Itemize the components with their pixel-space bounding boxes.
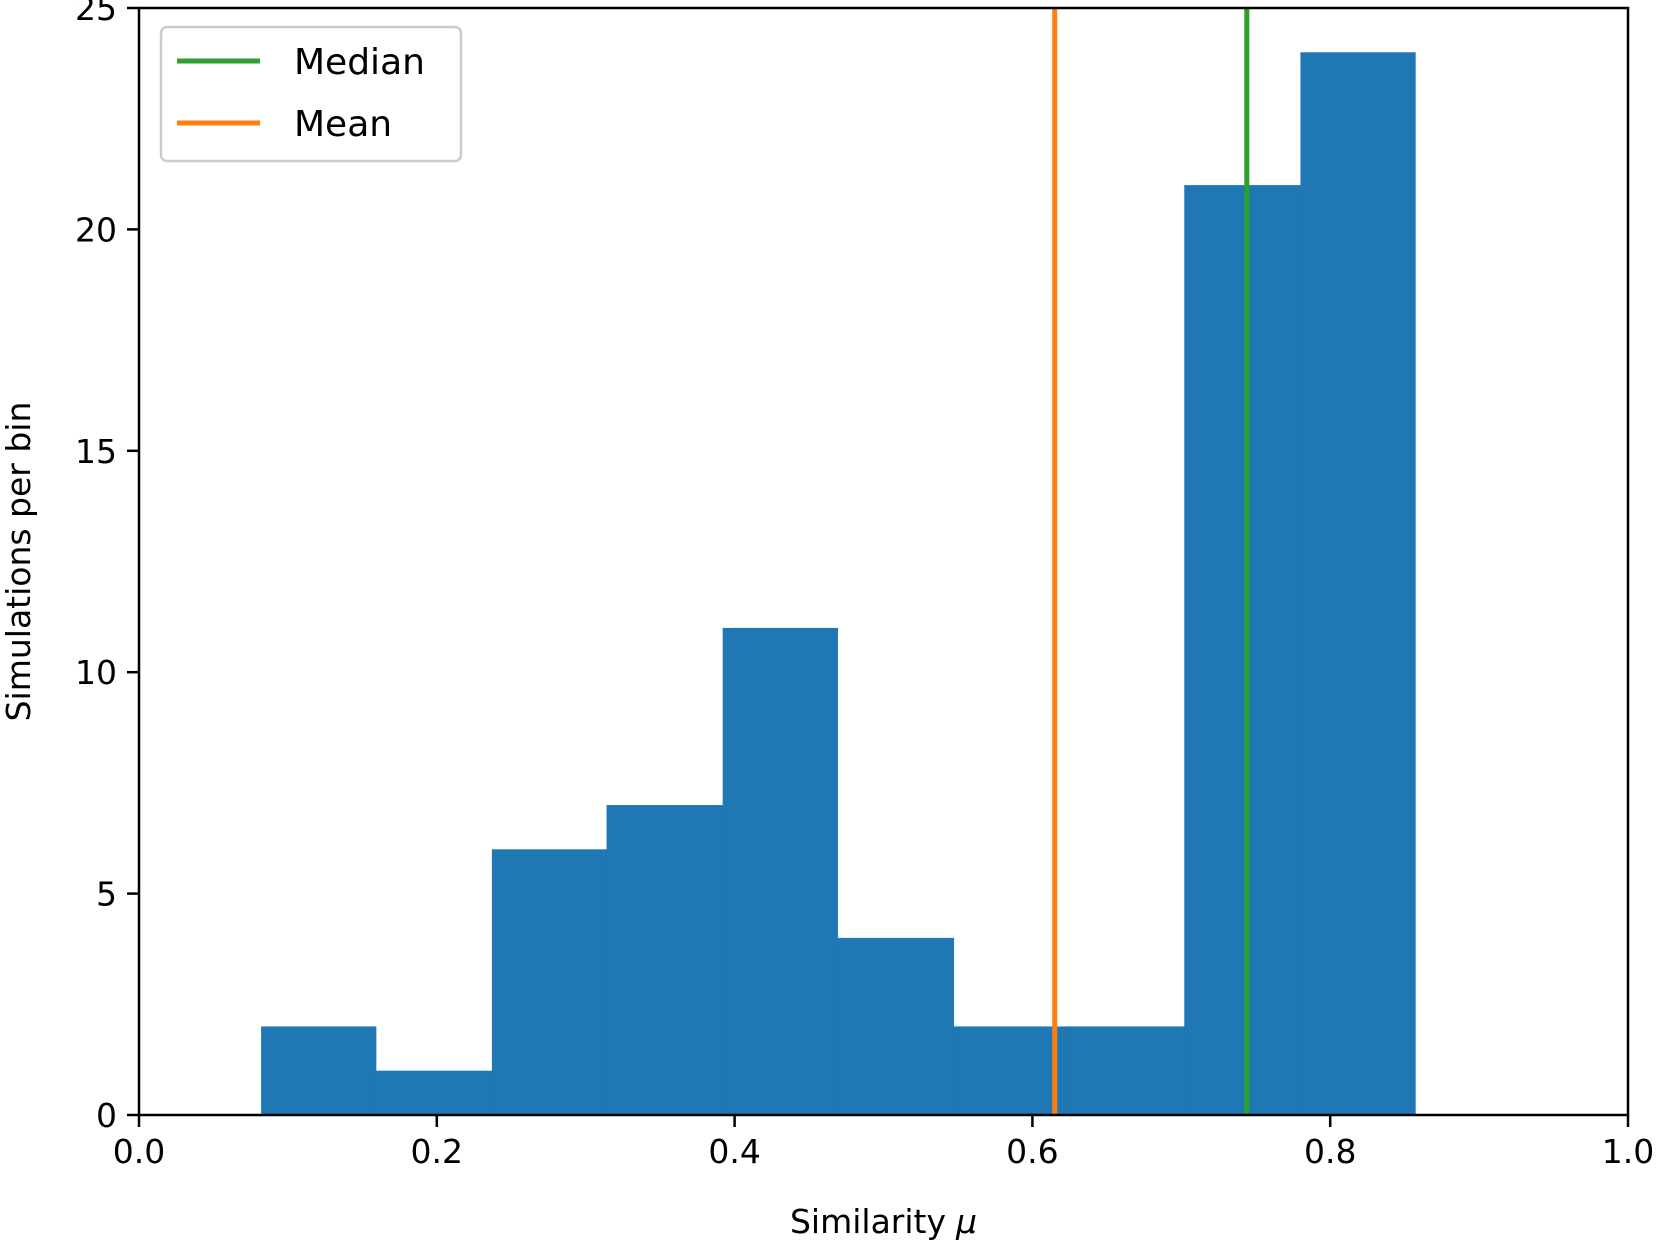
histogram-bar-8 <box>1069 1026 1185 1115</box>
y-axis-ticks: 0 5 10 15 20 25 <box>75 0 139 1135</box>
histogram-bar-2 <box>375 1070 493 1115</box>
x-tick-label: 0.4 <box>708 1132 760 1171</box>
y-axis-label: Simulations per bin <box>0 402 38 722</box>
x-axis-label-text: Similarity <box>790 1202 946 1241</box>
y-tick-label: 0 <box>96 1096 117 1135</box>
reference-lines <box>1052 8 1250 1115</box>
x-tick-label: 0.2 <box>411 1132 463 1171</box>
histogram-bar-5 <box>722 627 838 1115</box>
histogram-bar-9 <box>1184 185 1302 1115</box>
y-tick-label: 25 <box>75 0 117 28</box>
x-axis-ticks: 0.0 0.2 0.4 0.6 0.8 1.0 <box>113 1115 1654 1171</box>
histogram-bar-1 <box>261 1026 377 1115</box>
y-tick-label: 20 <box>75 210 117 249</box>
histogram-bar-6 <box>837 937 955 1115</box>
y-tick-label: 5 <box>96 875 117 914</box>
x-tick-label: 1.0 <box>1602 1132 1654 1171</box>
x-tick-label: 0.8 <box>1304 1132 1356 1171</box>
histogram-bar-4 <box>606 805 724 1115</box>
legend-label-mean: Mean <box>294 104 392 145</box>
x-axis-label-symbol: μ <box>955 1202 977 1241</box>
histogram-bars <box>261 52 1416 1115</box>
legend-label-median: Median <box>294 42 425 83</box>
y-tick-label: 10 <box>75 653 117 692</box>
histogram-bar-10 <box>1300 52 1416 1115</box>
x-tick-label: 0.6 <box>1006 1132 1058 1171</box>
y-tick-label: 15 <box>75 432 117 471</box>
axes-frame <box>137 6 1630 1117</box>
histogram-bar-3 <box>491 849 608 1115</box>
histogram-bar-7 <box>953 1026 1071 1115</box>
legend: Median Mean <box>159 25 463 163</box>
x-tick-label: 0.0 <box>113 1132 165 1171</box>
x-axis-label: Similarity μ <box>790 1202 977 1241</box>
